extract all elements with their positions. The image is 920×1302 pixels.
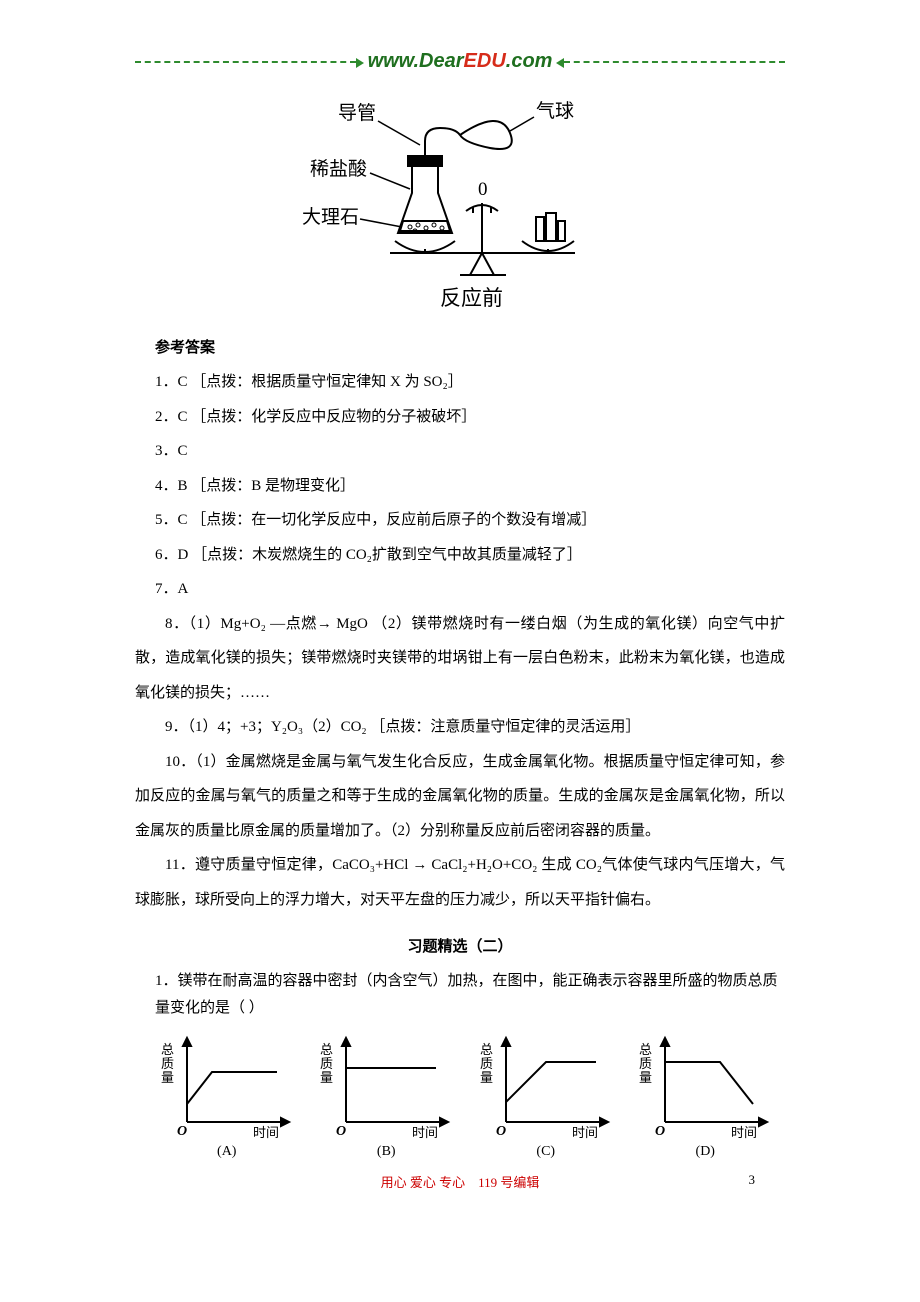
chart-a: 总 质 量 O 时间 (A)	[157, 1032, 297, 1160]
page-footer: 用心 爱心 专心 119 号编辑 3	[135, 1172, 785, 1191]
footer-text-2: 爱心	[410, 1175, 436, 1190]
answer-5: 5．C ［点拨：在一切化学反应中，反应前后原子的个数没有增减］	[155, 503, 785, 538]
chart-a-svg: 总 质 量 O 时间	[157, 1032, 297, 1142]
figure-caption: 反应前	[440, 286, 503, 310]
chart-b-origin: O	[336, 1124, 346, 1139]
answer-3: 3．C	[155, 434, 785, 469]
chart-d-ylabel1: 总	[639, 1042, 652, 1057]
chart-a-ylabel3: 量	[161, 1070, 174, 1085]
chart-c: 总 质 量 O 时间 (C)	[476, 1032, 616, 1160]
chart-b-ylabel1: 总	[320, 1042, 333, 1057]
chart-c-xlabel: 时间	[572, 1125, 598, 1140]
page-number: 3	[749, 1172, 756, 1188]
banner-left-line	[135, 61, 356, 63]
footer-text-4: 119 号编辑	[478, 1175, 539, 1190]
site-banner: www.DearEDU.com	[135, 50, 785, 73]
chart-a-ylabel1: 总	[161, 1042, 174, 1057]
chart-d-xlabel: 时间	[731, 1125, 757, 1140]
answer-6: 6．D ［点拨：木炭燃烧生的 CO₂扩散到空气中故其质量减轻了］	[155, 538, 785, 573]
chart-b: 总 质 量 O 时间 (B)	[316, 1032, 456, 1160]
chart-a-ylabel2: 质	[161, 1056, 174, 1071]
banner-www: www	[368, 50, 414, 72]
label-balloon: 气球	[536, 100, 574, 122]
chart-d-ylabel2: 质	[639, 1056, 652, 1071]
banner-right-line	[564, 61, 785, 63]
chart-a-origin: O	[177, 1124, 187, 1139]
question-1: 1．镁带在耐高温的容器中密封（内含空气）加热，在图中，能正确表示容器里所盛的物质…	[155, 968, 785, 1022]
chart-b-ylabel2: 质	[320, 1056, 333, 1071]
answer-2: 2．C ［点拨：化学反应中反应物的分子被破坏］	[155, 400, 785, 435]
banner-dear: .Dear	[414, 50, 464, 72]
answer-7: 7．A	[155, 572, 785, 607]
answer-8: 8．（1）Mg+O₂ —点燃→ MgO （2）镁带燃烧时有一缕白烟（为生成的氧化…	[135, 607, 785, 711]
chart-c-origin: O	[496, 1124, 506, 1139]
chart-c-svg: 总 质 量 O 时间	[476, 1032, 616, 1142]
chart-a-option: (A)	[217, 1144, 236, 1160]
chart-d-ylabel3: 量	[639, 1070, 652, 1085]
document-page: www.DearEDU.com	[0, 0, 920, 1231]
answer-4: 4．B ［点拨：B 是物理变化］	[155, 469, 785, 504]
chart-b-option: (B)	[377, 1144, 396, 1160]
chart-c-ylabel2: 质	[480, 1056, 493, 1071]
answers-heading: 参考答案	[155, 336, 785, 357]
chart-b-ylabel3: 量	[320, 1070, 333, 1085]
charts-row: 总 质 量 O 时间 (A) 总 质 量 O	[147, 1032, 785, 1160]
footer-text-3: 专心	[439, 1175, 465, 1190]
answer-1: 1．C ［点拨：根据质量守恒定律知 X 为 SO₂］	[155, 365, 785, 400]
chart-d: 总 质 量 O 时间 (D)	[635, 1032, 775, 1160]
label-tube: 导管	[338, 102, 376, 124]
chart-a-xlabel: 时间	[253, 1125, 279, 1140]
chart-b-svg: 总 质 量 O 时间	[316, 1032, 456, 1142]
chart-c-ylabel3: 量	[480, 1070, 493, 1085]
answer-9: 9．（1）4；+3；Y₂O₃（2）CO₂ ［点拨：注意质量守恒定律的灵活运用］	[135, 710, 785, 745]
footer-text-1: 用心	[381, 1175, 407, 1190]
chart-c-option: (C)	[536, 1144, 555, 1160]
chart-d-option: (D)	[696, 1144, 715, 1160]
experiment-diagram: 导管 气球 稀盐酸 大理石 0 反应前	[300, 93, 620, 318]
chart-d-origin: O	[655, 1124, 665, 1139]
answer-10: 10．（1）金属燃烧是金属与氧气发生化合反应，生成金属氧化物。根据质量守恒定律可…	[135, 745, 785, 849]
chart-c-ylabel1: 总	[480, 1042, 493, 1057]
label-acid: 稀盐酸	[310, 158, 367, 180]
banner-url: www.DearEDU.com	[356, 50, 565, 73]
answer-11: 11．遵守质量守恒定律，CaCO₃+HCl → CaCl₂+H₂O+CO₂ 生成…	[135, 848, 785, 917]
chart-d-svg: 总 质 量 O 时间	[635, 1032, 775, 1142]
label-marble: 大理石	[302, 206, 359, 228]
banner-edu: EDU	[464, 50, 506, 72]
banner-com: .com	[506, 50, 553, 72]
chart-b-xlabel: 时间	[412, 1125, 438, 1140]
label-zero: 0	[478, 179, 488, 200]
section2-heading: 习题精选（二）	[135, 935, 785, 956]
